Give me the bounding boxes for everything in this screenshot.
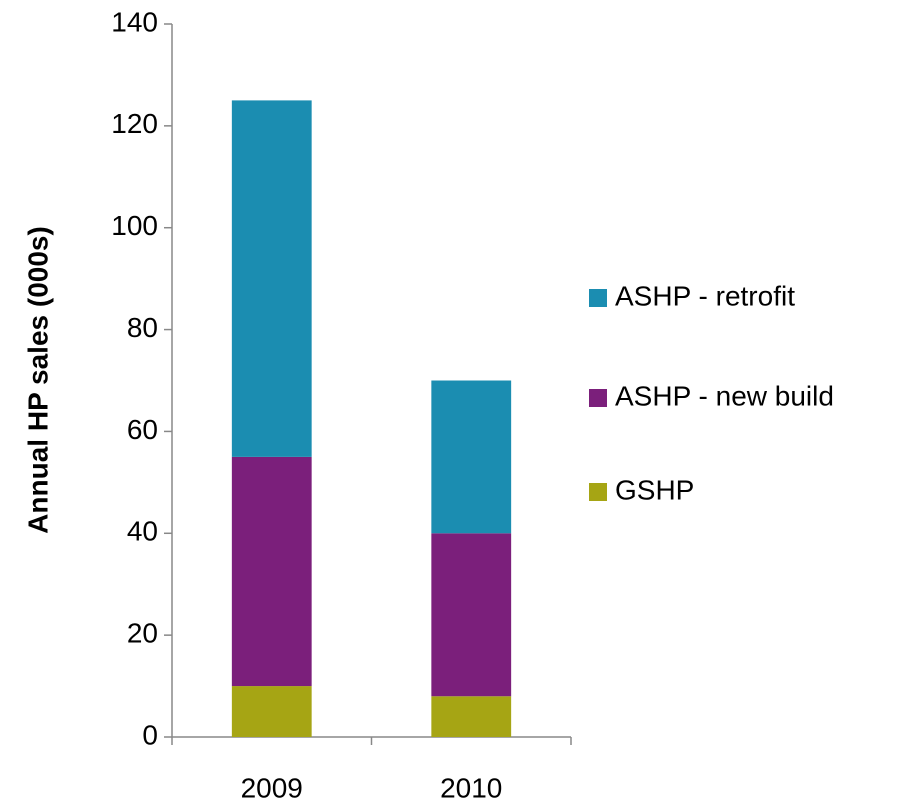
y-tick-label: 40 xyxy=(127,516,158,547)
y-axis-label: Annual HP sales (000s) xyxy=(22,226,53,534)
y-tick-label: 140 xyxy=(111,6,158,37)
bar-segment xyxy=(231,100,312,457)
bar-segment xyxy=(231,456,312,687)
y-tick-label: 100 xyxy=(111,210,158,241)
y-tick-label: 120 xyxy=(111,108,158,139)
y-tick-label: 60 xyxy=(127,414,158,445)
legend-label: ASHP - retrofit xyxy=(615,280,795,311)
legend-swatch xyxy=(589,389,607,407)
bar-segment xyxy=(431,380,512,534)
legend-swatch xyxy=(589,483,607,501)
bar-segment xyxy=(431,533,512,697)
legend-label: ASHP - new build xyxy=(615,380,834,411)
bar-segment xyxy=(431,696,512,737)
y-tick-label: 20 xyxy=(127,618,158,649)
bar-segment xyxy=(231,686,312,737)
legend-label: GSHP xyxy=(615,474,694,505)
legend-swatch xyxy=(589,289,607,307)
y-tick-label: 80 xyxy=(127,312,158,343)
x-tick-label: 2010 xyxy=(440,772,502,803)
y-tick-label: 0 xyxy=(142,719,158,750)
x-tick-label: 2009 xyxy=(241,772,303,803)
